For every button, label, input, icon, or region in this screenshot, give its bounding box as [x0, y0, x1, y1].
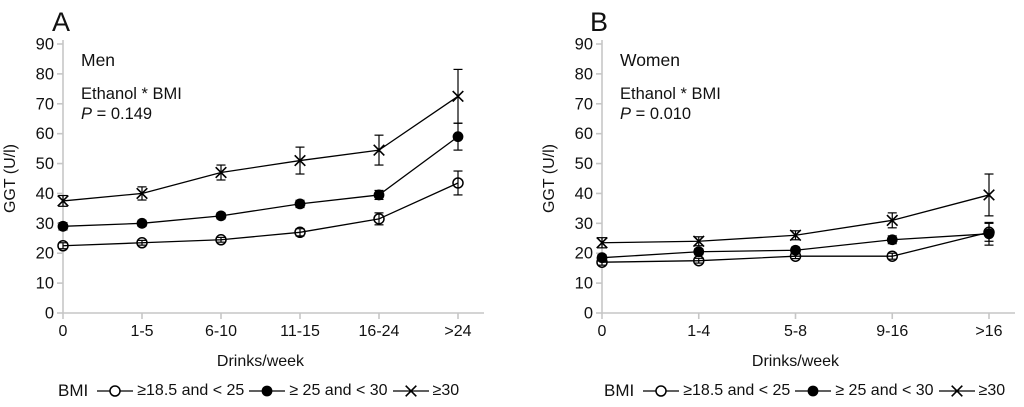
- panel-b-chart: 0 10 20 30 40 50 60 70 80 90 0 1-4 5-8 9-16 >16 Drinks/…: [541, 7, 1015, 370]
- legend-prefix: BMI: [58, 381, 89, 400]
- x-tick-label: 1-5: [130, 323, 153, 340]
- x-marker: [404, 385, 417, 397]
- p-text: = 0.010: [631, 105, 691, 123]
- error-bars: [58, 170, 463, 250]
- y-tick-label: 50: [36, 155, 54, 173]
- x-tick-label: 11-15: [280, 323, 320, 340]
- legend-filled-circle-key: [795, 385, 832, 397]
- p-text: = 0.149: [92, 105, 152, 123]
- panel-a: 0 10 20 30 40 50 60 70 80 90 0 1-5 6-10 11-15 16-24 >24…: [2, 7, 484, 401]
- x-tick-label: 1-4: [687, 323, 710, 340]
- y-tick-label: 20: [575, 245, 593, 263]
- open-circle-marker: [109, 385, 121, 397]
- p-italic: P: [620, 105, 631, 123]
- series-line: [62, 182, 459, 247]
- x-tick-label: 0: [598, 323, 607, 340]
- axes: [596, 40, 1015, 319]
- y-tick-label: 60: [575, 125, 593, 143]
- y-tick-label: 90: [36, 36, 54, 54]
- y-tick-label: 40: [36, 185, 54, 203]
- interaction-annotation: Ethanol * BMI: [81, 85, 182, 103]
- y-tick-label: 20: [36, 245, 54, 263]
- legend-x-key: [392, 385, 429, 397]
- series-line: [62, 136, 459, 227]
- legend-x-key: [938, 385, 975, 397]
- series-filled-circle: [57, 122, 464, 232]
- y-tick-label: 10: [36, 275, 54, 293]
- panel-a-chart: 0 10 20 30 40 50 60 70 80 90 0 1-5 6-10 11-15 16-24 >24…: [2, 7, 484, 370]
- legend-open-circle-key: [97, 385, 134, 397]
- x-axis-title: Drinks/week: [752, 353, 840, 370]
- y-axis-title: GGT (U/l): [541, 144, 558, 213]
- y-tick-label: 70: [36, 95, 54, 113]
- p-italic: P: [81, 105, 92, 123]
- x-tick-label: 5-8: [784, 323, 807, 340]
- filled-circle-marker: [807, 385, 819, 397]
- group-label: Women: [620, 50, 680, 70]
- x-tick-label: 0: [59, 323, 68, 340]
- legend-label: ≥ 25 and < 30: [289, 382, 388, 399]
- y-tick-label: 90: [575, 36, 593, 54]
- y-tick-label: 30: [36, 215, 54, 233]
- x-tick-label: >16: [975, 323, 1002, 340]
- series-x: [596, 173, 995, 249]
- panel-a-legend: BMI ≥18.5 and < 25 ≥ 25 and < 30 ≥30: [58, 381, 462, 401]
- legend-label: ≥30: [978, 382, 1006, 399]
- x-tick-label: 9-16: [876, 323, 908, 340]
- legend-label: ≥ 25 and < 30: [835, 382, 934, 399]
- legend-open-circle-key: [643, 385, 680, 397]
- panel-letter: B: [590, 7, 608, 37]
- y-tick-label: 50: [575, 155, 593, 173]
- y-tick-label: 0: [584, 305, 593, 323]
- y-tick-label: 80: [36, 65, 54, 83]
- x-marker: [950, 385, 963, 397]
- y-tick-label: 10: [575, 275, 593, 293]
- legend-filled-circle-key: [249, 385, 286, 397]
- open-circle-marker: [655, 385, 667, 397]
- legend-label: ≥18.5 and < 25: [137, 382, 245, 399]
- axes: [57, 40, 484, 319]
- y-tick-label: 70: [575, 95, 593, 113]
- panel-letter: A: [52, 7, 70, 37]
- x-tick-label: 6-10: [205, 323, 237, 340]
- series-filled-circle: [596, 221, 995, 264]
- y-tick-label: 80: [575, 65, 593, 83]
- y-tick-label: 60: [36, 125, 54, 143]
- series-line: [62, 95, 459, 202]
- error-bars: [58, 122, 463, 231]
- p-value-label: P = 0.010: [620, 105, 691, 123]
- panel-b: 0 10 20 30 40 50 60 70 80 90 0 1-4 5-8 9-16 >16 Drinks/…: [512, 0, 1024, 407]
- legend-label: ≥18.5 and < 25: [683, 382, 791, 399]
- legend-prefix: BMI: [604, 381, 635, 400]
- panel-b-legend: BMI ≥18.5 and < 25 ≥ 25 and < 30 ≥30: [604, 381, 1008, 401]
- interaction-annotation: Ethanol * BMI: [620, 85, 721, 103]
- series-line: [601, 194, 990, 244]
- error-bars: [597, 222, 994, 266]
- y-tick-label: 40: [575, 185, 593, 203]
- group-label: Men: [81, 50, 115, 70]
- series-line: [601, 233, 990, 259]
- series-line: [601, 231, 990, 263]
- series-x: [57, 68, 464, 207]
- series-open-circle: [57, 170, 464, 252]
- x-tick-label: >24: [444, 323, 471, 340]
- x-axis-title: Drinks/week: [217, 353, 305, 370]
- x-tick-label: 16-24: [359, 323, 400, 340]
- filled-circle-marker: [261, 385, 273, 397]
- legend-label: ≥30: [432, 382, 460, 399]
- y-tick-label: 30: [575, 215, 593, 233]
- y-axis-title: GGT (U/l): [2, 144, 19, 213]
- p-value-label: P = 0.149: [81, 105, 152, 123]
- y-tick-label: 0: [45, 305, 54, 323]
